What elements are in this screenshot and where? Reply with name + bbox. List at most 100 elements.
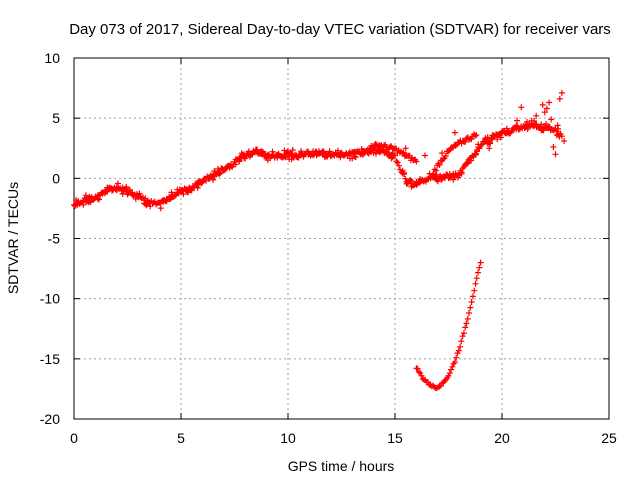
- data-point: [433, 167, 439, 174]
- data-point: [554, 122, 561, 129]
- data-point: [552, 151, 559, 158]
- data-point: [359, 151, 366, 158]
- data-point: [298, 148, 305, 155]
- data-point: [558, 133, 565, 140]
- data-point: [473, 132, 480, 138]
- data-point: [462, 138, 469, 145]
- x-tick-label: 15: [387, 430, 403, 446]
- data-point: [497, 134, 504, 141]
- y-axis: 10 5 0 -5 -10 -15 -20: [40, 50, 609, 427]
- data-point: [556, 95, 563, 102]
- data-point: [242, 155, 249, 162]
- y-axis-label: SDTVAR / TECUs: [5, 182, 21, 294]
- data-point: [96, 196, 102, 203]
- y-tick-label: 5: [52, 110, 60, 126]
- data-point: [531, 118, 538, 124]
- data-point: [402, 175, 409, 182]
- data-point: [469, 293, 476, 300]
- data-point: [210, 176, 217, 183]
- data-point: [254, 146, 261, 153]
- data-point: [198, 180, 205, 187]
- data-point: [452, 142, 459, 149]
- data-point: [486, 145, 493, 152]
- data-point: [533, 112, 540, 119]
- data-point: [439, 150, 446, 157]
- data-point: [157, 205, 164, 212]
- x-tick-label: 10: [280, 430, 296, 446]
- data-point: [416, 369, 422, 375]
- data-point: [418, 372, 425, 379]
- data-point: [236, 158, 243, 165]
- data-point: [477, 259, 484, 266]
- data-point: [436, 383, 443, 390]
- data-point: [464, 160, 471, 167]
- data-point: [435, 160, 442, 167]
- data-point: [413, 158, 420, 165]
- data-point: [408, 178, 415, 184]
- x-tick-label: 25: [601, 430, 617, 446]
- data-point: [467, 304, 474, 311]
- data-point: [430, 170, 437, 177]
- data-point: [407, 176, 414, 183]
- x-axis-label: GPS time / hours: [288, 458, 395, 474]
- data-point: [473, 275, 480, 282]
- data-point: [466, 310, 472, 316]
- data-point: [451, 359, 458, 366]
- data-point: [548, 116, 555, 123]
- data-point: [458, 170, 465, 177]
- data-point: [505, 128, 512, 135]
- data-point: [558, 89, 565, 96]
- data-point: [477, 143, 484, 149]
- data-point: [550, 144, 557, 150]
- data-point: [451, 129, 458, 136]
- data-point: [543, 105, 550, 112]
- data-point: [136, 190, 143, 197]
- y-tick-label: -5: [48, 231, 61, 247]
- data-point: [180, 191, 187, 198]
- data-point: [352, 154, 359, 161]
- data-point: [442, 153, 449, 159]
- data-point: [471, 287, 478, 294]
- data-point: [431, 166, 438, 173]
- data-point: [476, 264, 483, 271]
- data-point: [463, 320, 470, 327]
- data-point: [445, 148, 452, 155]
- data-point: [445, 372, 452, 379]
- x-tick-label: 20: [494, 430, 510, 446]
- data-point: [425, 379, 431, 385]
- data-point: [459, 333, 466, 340]
- data-point: [487, 140, 494, 147]
- data-point: [393, 158, 400, 165]
- y-tick-label: 10: [44, 50, 60, 66]
- data-point: [436, 162, 443, 168]
- data-point: [524, 126, 531, 132]
- data-point: [422, 152, 428, 159]
- data-point: [521, 125, 528, 132]
- data-point: [437, 382, 444, 389]
- data-point: [326, 148, 333, 155]
- data-point: [543, 120, 549, 127]
- x-tick-label: 0: [70, 430, 78, 446]
- data-point: [217, 169, 224, 176]
- y-tick-label: -20: [40, 411, 60, 427]
- data-point: [211, 173, 218, 180]
- data-point: [147, 203, 154, 210]
- y-tick-label: 0: [52, 170, 60, 186]
- data-point: [561, 138, 568, 144]
- data-point: [401, 169, 407, 176]
- data-point: [269, 148, 276, 155]
- data-point: [457, 343, 464, 350]
- data-point: [472, 151, 479, 158]
- data-point: [441, 378, 448, 384]
- data-point: [295, 154, 302, 161]
- data-point: [468, 136, 475, 143]
- data-point: [475, 269, 481, 276]
- data-point: [446, 370, 453, 377]
- grid: [74, 58, 609, 419]
- data-point: [462, 324, 469, 331]
- data-point: [168, 189, 175, 196]
- y-tick-label: -10: [40, 291, 60, 307]
- data-point: [172, 192, 179, 199]
- data-point: [82, 192, 89, 199]
- data-point: [334, 147, 341, 154]
